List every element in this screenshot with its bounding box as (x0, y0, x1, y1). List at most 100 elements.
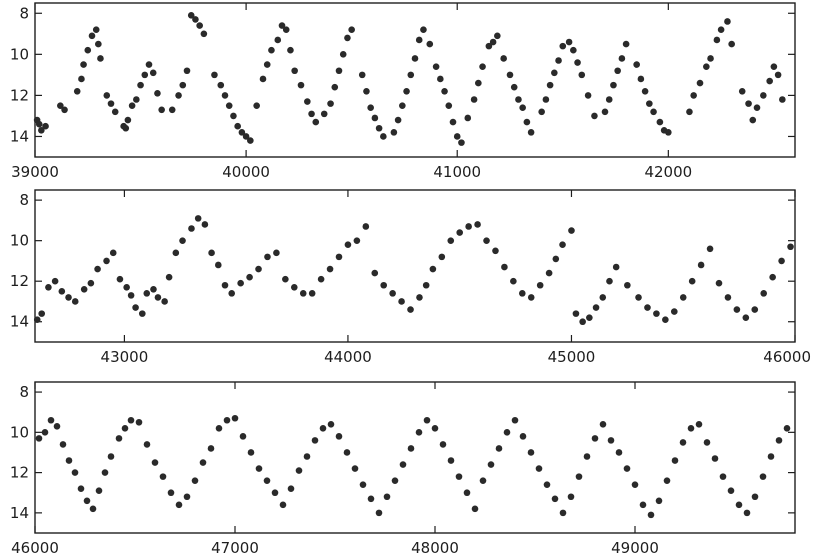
data-point (191, 477, 199, 484)
data-point (394, 116, 402, 124)
data-point (416, 294, 423, 301)
data-point (344, 34, 351, 42)
data-point (447, 237, 455, 244)
data-point (568, 227, 575, 234)
data-point (559, 42, 567, 50)
data-point (551, 69, 558, 77)
data-point (724, 294, 732, 301)
data-point (536, 281, 544, 289)
data-point (715, 279, 723, 287)
data-point (217, 81, 225, 89)
data-point (543, 481, 551, 488)
data-point (33, 316, 41, 324)
data-point (415, 429, 423, 436)
data-point (196, 22, 203, 29)
data-point (487, 461, 495, 468)
data-point (575, 473, 583, 480)
data-point (485, 42, 493, 50)
data-point (458, 139, 465, 146)
data-point (510, 277, 517, 285)
data-point (282, 26, 290, 33)
data-point (42, 122, 49, 130)
data-point (599, 420, 607, 428)
data-point (426, 40, 434, 48)
data-point (706, 245, 714, 253)
data-point (697, 261, 705, 269)
data-point (35, 435, 43, 442)
data-point (389, 290, 396, 297)
data-point (320, 110, 328, 118)
data-point (297, 81, 305, 89)
data-point (122, 124, 130, 132)
data-point (390, 129, 398, 136)
data-point (653, 310, 660, 317)
data-point (535, 465, 543, 472)
data-point (711, 455, 719, 462)
data-point (335, 253, 343, 261)
y-tick-label: 8 (19, 4, 29, 22)
data-point (567, 493, 575, 501)
data-point (279, 501, 287, 509)
data-point (579, 318, 586, 326)
data-point (527, 129, 535, 136)
data-point (665, 129, 672, 136)
data-point (57, 102, 64, 109)
data-point (89, 505, 97, 513)
data-point (95, 487, 103, 495)
data-point (149, 69, 157, 77)
data-point (470, 96, 478, 103)
data-point (542, 96, 550, 103)
data-point (644, 304, 651, 311)
data-point (518, 290, 526, 297)
data-point (546, 81, 554, 89)
data-point (375, 509, 383, 517)
data-point (441, 87, 448, 95)
data-point (551, 495, 559, 503)
data-point (592, 304, 600, 311)
data-point (128, 102, 136, 109)
data-point (143, 441, 151, 448)
data-point (124, 116, 132, 124)
y-tick-label: 14 (10, 127, 29, 145)
data-point (510, 83, 518, 91)
data-point (264, 253, 271, 261)
data-point (88, 32, 96, 40)
data-point (53, 422, 61, 430)
x-tick-label: 47000 (211, 539, 259, 557)
data-point (343, 449, 351, 456)
data-point (719, 473, 727, 480)
y-tick-label: 10 (10, 232, 29, 250)
data-point (143, 290, 151, 297)
x-tick-label: 39000 (11, 163, 59, 181)
data-point (633, 61, 640, 68)
data-point (383, 493, 391, 501)
data-point (211, 71, 218, 79)
data-point (445, 102, 453, 109)
data-point (695, 420, 703, 428)
x-tick-label: 44000 (324, 348, 372, 366)
data-point (344, 241, 352, 249)
data-point (65, 457, 73, 464)
data-point (247, 137, 254, 144)
data-point (407, 71, 415, 79)
data-point (308, 110, 315, 118)
data-point (154, 294, 162, 301)
data-point (371, 269, 379, 277)
data-point (317, 275, 325, 283)
data-point (111, 108, 119, 116)
data-point (299, 290, 307, 297)
data-point (78, 75, 85, 83)
data-point (71, 298, 79, 305)
data-point (399, 102, 406, 109)
data-point (308, 290, 316, 297)
data-point (179, 237, 186, 244)
data-point (438, 253, 446, 261)
y-tick-label: 12 (10, 464, 29, 482)
data-point (263, 477, 271, 484)
data-point (95, 40, 102, 48)
data-point (610, 81, 617, 89)
data-point (612, 263, 620, 271)
data-point (656, 118, 664, 126)
data-point (743, 509, 751, 517)
data-point (287, 46, 294, 54)
